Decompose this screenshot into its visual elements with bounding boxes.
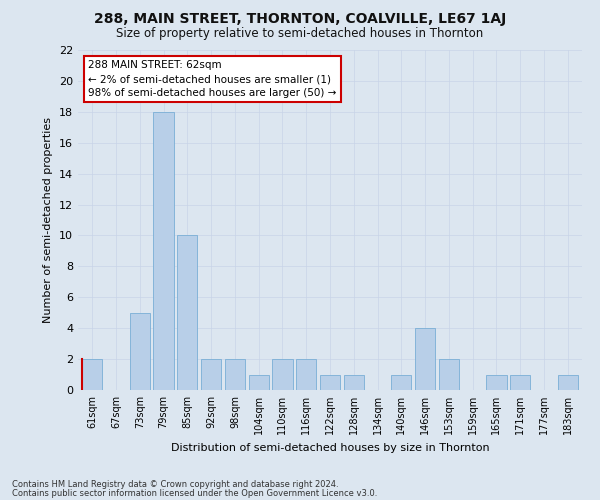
Bar	[557, 374, 578, 390]
Text: 288 MAIN STREET: 62sqm
← 2% of semi-detached houses are smaller (1)
98% of semi-: 288 MAIN STREET: 62sqm ← 2% of semi-deta…	[88, 60, 337, 98]
Text: Contains HM Land Registry data © Crown copyright and database right 2024.: Contains HM Land Registry data © Crown c…	[12, 480, 338, 489]
Bar	[201, 359, 221, 390]
Bar	[225, 359, 245, 390]
X-axis label: Distribution of semi-detached houses by size in Thornton: Distribution of semi-detached houses by …	[170, 442, 490, 452]
Y-axis label: Number of semi-detached properties: Number of semi-detached properties	[43, 117, 53, 323]
Bar	[510, 374, 530, 390]
Bar	[439, 359, 459, 390]
Bar	[391, 374, 412, 390]
Bar	[344, 374, 364, 390]
Bar	[130, 312, 150, 390]
Bar	[415, 328, 435, 390]
Text: 288, MAIN STREET, THORNTON, COALVILLE, LE67 1AJ: 288, MAIN STREET, THORNTON, COALVILLE, L…	[94, 12, 506, 26]
Bar	[487, 374, 506, 390]
Bar	[296, 359, 316, 390]
Text: Size of property relative to semi-detached houses in Thornton: Size of property relative to semi-detach…	[116, 28, 484, 40]
Bar	[248, 374, 269, 390]
Bar	[272, 359, 293, 390]
Bar	[82, 359, 103, 390]
Bar	[320, 374, 340, 390]
Bar	[177, 236, 197, 390]
Text: Contains public sector information licensed under the Open Government Licence v3: Contains public sector information licen…	[12, 488, 377, 498]
Bar	[154, 112, 173, 390]
